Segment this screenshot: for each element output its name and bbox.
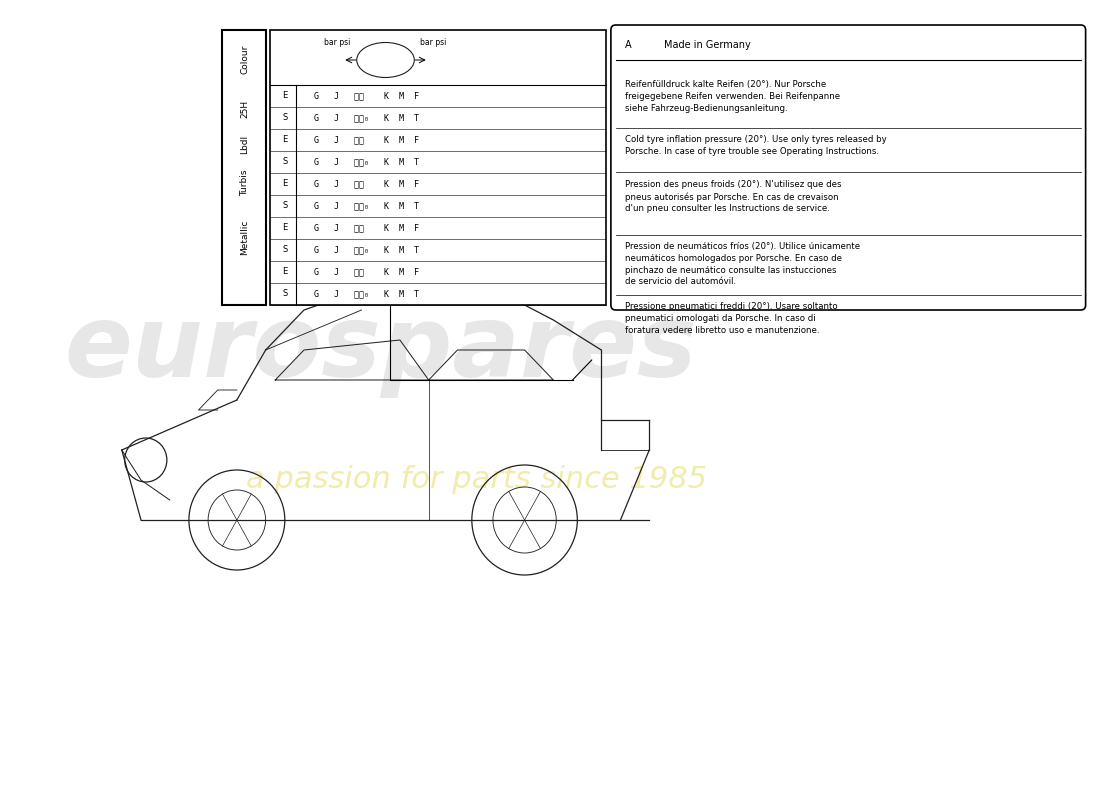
FancyBboxPatch shape (271, 30, 606, 305)
Text: 25H: 25H (240, 100, 249, 118)
Text: G   J   ⚯⚯    K  M  F: G J ⚯⚯ K M F (314, 91, 419, 101)
Text: Metallic: Metallic (240, 220, 249, 255)
Text: bar psi: bar psi (420, 38, 447, 47)
Text: S: S (283, 158, 287, 166)
Text: Lbdl: Lbdl (240, 135, 249, 154)
Text: G   J   ⚯⚯₀   K  M  T: G J ⚯⚯₀ K M T (314, 246, 419, 254)
Text: G   J   ⚯⚯    K  M  F: G J ⚯⚯ K M F (314, 135, 419, 145)
Text: S: S (283, 246, 287, 254)
Text: S: S (283, 114, 287, 122)
Text: eurospares: eurospares (65, 302, 697, 398)
Text: bar psi: bar psi (324, 38, 351, 47)
Text: S: S (283, 290, 287, 298)
Text: Colour: Colour (240, 45, 249, 74)
Text: Made in Germany: Made in Germany (663, 40, 750, 50)
FancyBboxPatch shape (610, 25, 1086, 310)
Text: Pression de neumáticos fríos (20°). Utilice únicamente
neumáticos homologados po: Pression de neumáticos fríos (20°). Util… (625, 242, 860, 286)
Text: E: E (283, 91, 287, 101)
Text: Pression des pneus froids (20°). N'utilisez que des
pneus autorisés par Porsche.: Pression des pneus froids (20°). N'utili… (625, 180, 842, 214)
Text: G   J   ⚯⚯₀   K  M  T: G J ⚯⚯₀ K M T (314, 114, 419, 122)
Text: E: E (283, 267, 287, 277)
Ellipse shape (356, 42, 415, 78)
Text: G   J   ⚯⚯₀   K  M  T: G J ⚯⚯₀ K M T (314, 202, 419, 210)
Text: G   J   ⚯⚯    K  M  F: G J ⚯⚯ K M F (314, 223, 419, 233)
Text: G   J   ⚯⚯    K  M  F: G J ⚯⚯ K M F (314, 267, 419, 277)
Text: Pressione pneumatici freddi (20°). Usare soltanto
pneumatici omologati da Porsch: Pressione pneumatici freddi (20°). Usare… (625, 302, 838, 334)
Text: G   J   ⚯⚯₀   K  M  T: G J ⚯⚯₀ K M T (314, 158, 419, 166)
Text: G   J   ⚯⚯₀   K  M  T: G J ⚯⚯₀ K M T (314, 290, 419, 298)
Text: E: E (283, 135, 287, 145)
Text: E: E (283, 223, 287, 233)
Text: S: S (283, 202, 287, 210)
Text: E: E (283, 179, 287, 189)
Text: A: A (625, 40, 631, 50)
Text: Turbis: Turbis (240, 170, 249, 197)
Text: a passion for parts since 1985: a passion for parts since 1985 (246, 466, 707, 494)
Text: G   J   ⚯⚯    K  M  F: G J ⚯⚯ K M F (314, 179, 419, 189)
FancyBboxPatch shape (222, 30, 265, 305)
Text: Reifenfülldruck kalte Reifen (20°). Nur Porsche
freigegebene Reifen verwenden. B: Reifenfülldruck kalte Reifen (20°). Nur … (625, 80, 840, 113)
Text: Cold tyre inflation pressure (20°). Use only tyres released by
Porsche. In case : Cold tyre inflation pressure (20°). Use … (625, 135, 887, 156)
